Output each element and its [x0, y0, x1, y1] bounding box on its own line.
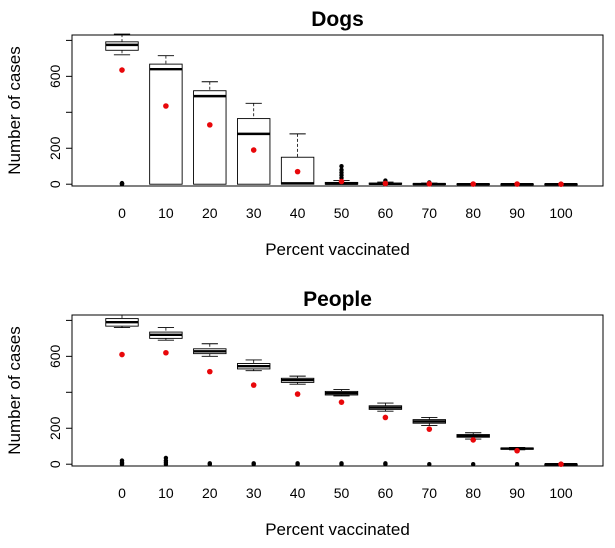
mean-point: [119, 67, 125, 73]
x-tick-label: 50: [334, 205, 350, 221]
x-tick-label: 0: [118, 485, 126, 501]
box-20: [193, 81, 227, 185]
box-40: [280, 375, 315, 467]
box-80: [456, 432, 490, 467]
box-0: [105, 33, 139, 187]
y-tick-label: 600: [47, 344, 63, 368]
outlier-point: [119, 458, 125, 463]
box-10: [149, 327, 183, 467]
box-90: [500, 447, 534, 467]
mean-point: [207, 122, 213, 128]
x-tick-label: 90: [509, 485, 525, 501]
x-tick-label: 50: [334, 485, 350, 501]
x-tick-label: 0: [118, 205, 126, 221]
x-tick-label: 20: [202, 205, 218, 221]
box-70: [412, 180, 446, 187]
box-100: [544, 461, 578, 468]
mean-point: [207, 368, 213, 375]
x-tick-label: 90: [509, 205, 525, 221]
plot-frame: [71, 34, 604, 187]
box-70: [412, 417, 446, 467]
x-tick-label: 10: [158, 205, 174, 221]
y-tick-label: 200: [47, 136, 63, 160]
x-tick-label: 10: [158, 485, 174, 501]
y-axis-label: Number of cases: [5, 326, 24, 455]
y-axis-label: Number of cases: [5, 46, 24, 175]
mean-point: [382, 180, 389, 187]
outlier-point: [427, 462, 432, 467]
mean-point: [294, 168, 301, 175]
x-tick-label: 60: [378, 205, 394, 221]
box-60: [368, 402, 403, 467]
mean-point: [338, 399, 345, 405]
x-axis-label: Percent vaccinated: [265, 520, 410, 539]
outlier-point: [163, 455, 169, 461]
mean-point: [470, 181, 477, 187]
box-20: [193, 343, 227, 467]
outlier-point: [339, 167, 344, 173]
mean-point: [250, 382, 257, 388]
x-tick-label: 70: [422, 205, 438, 221]
outlier-point: [295, 461, 300, 466]
x-axis-label: Percent vaccinated: [265, 240, 410, 259]
x-tick-label: 100: [549, 205, 573, 221]
outlier-point: [119, 180, 125, 186]
box-50: [324, 389, 359, 467]
mean-point: [514, 181, 520, 187]
mean-point: [470, 437, 477, 443]
x-tick-label: 30: [246, 205, 262, 221]
box-60: [368, 178, 403, 187]
outlier-point: [339, 461, 344, 466]
chart-title: Dogs: [311, 8, 364, 31]
box-10: [149, 55, 183, 185]
mean-point: [426, 426, 433, 432]
y-tick-label: 0: [47, 180, 63, 188]
box-iqr: [149, 63, 183, 185]
box-iqr: [193, 90, 227, 185]
plot-frame: [71, 314, 604, 467]
box-100: [544, 181, 578, 188]
x-tick-label: 80: [465, 205, 481, 221]
y-tick-label: 600: [47, 64, 63, 88]
x-tick-label: 100: [549, 485, 573, 501]
box-30: [237, 102, 271, 185]
x-tick-label: 80: [465, 485, 481, 501]
box-50: [324, 164, 359, 185]
x-tick-label: 30: [246, 485, 262, 501]
y-tick-label: 0: [47, 460, 63, 468]
chart-title: People: [303, 288, 372, 311]
x-tick-label: 70: [422, 485, 438, 501]
mean-point: [558, 181, 564, 188]
mean-point: [294, 391, 301, 397]
box-30: [237, 359, 271, 467]
outlier-point: [339, 164, 344, 169]
outlier-point: [514, 462, 520, 467]
mean-point: [382, 414, 389, 421]
mean-point: [426, 181, 433, 187]
x-tick-label: 20: [202, 485, 218, 501]
y-tick-label: 200: [47, 416, 63, 440]
box-90: [500, 181, 534, 187]
mean-point: [514, 447, 520, 454]
x-tick-label: 60: [378, 485, 394, 501]
mean-point: [558, 461, 564, 468]
outlier-point: [207, 461, 212, 466]
panel-dogs: Dogs Percent vaccinated Number of cases 0 20…: [5, 8, 604, 259]
mean-point: [163, 103, 169, 109]
outlier-point: [383, 461, 388, 466]
outlier-point: [471, 462, 476, 467]
x-tick-label: 40: [290, 485, 306, 501]
mean-point: [250, 147, 257, 153]
mean-point: [119, 351, 125, 358]
x-tick-label: 40: [290, 205, 306, 221]
panel-people: People Percent vaccinated Number of cases 0…: [5, 288, 604, 539]
box-80: [456, 181, 490, 187]
box-0: [105, 314, 139, 467]
box-40: [280, 133, 315, 185]
mean-point: [163, 349, 169, 356]
mean-point: [338, 178, 345, 185]
outlier-point: [251, 461, 256, 466]
